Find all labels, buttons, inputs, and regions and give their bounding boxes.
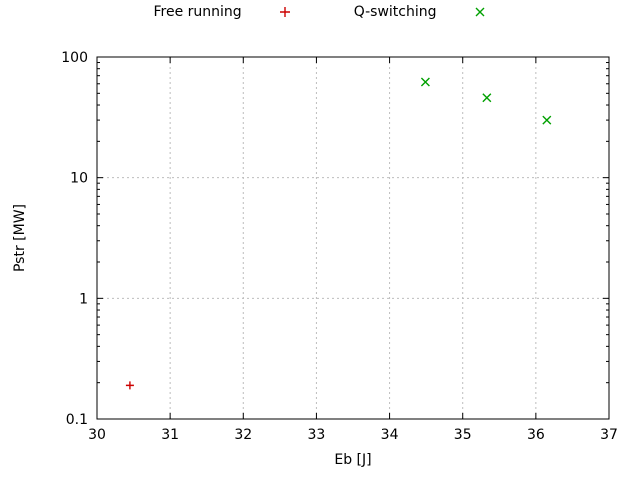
plus-marker-icon: [279, 7, 290, 17]
x-tick-label: 31: [161, 427, 179, 443]
data-point: [482, 93, 492, 103]
legend-item-q-switching: Q-switching: [354, 4, 487, 20]
x-tick-label: 33: [308, 427, 326, 443]
x-tick-label: 36: [527, 427, 545, 443]
series-0: [125, 381, 134, 390]
data-point: [420, 77, 430, 87]
series-1: [420, 77, 552, 125]
x-axis-title: Eb [J]: [334, 452, 372, 468]
x-tick-label: 37: [600, 427, 618, 443]
legend: Free running Q-switching: [0, 4, 640, 20]
cross-marker-icon: [475, 7, 484, 17]
y-tick-label: 10: [70, 171, 88, 187]
y-axis-title: Pstr [MW]: [12, 203, 28, 273]
legend-label-q-switching: Q-switching: [353, 4, 437, 20]
y-tick-label: 0.1: [66, 412, 88, 428]
data-point: [125, 381, 134, 390]
legend-label-free-running: Free running: [153, 4, 242, 20]
data-point: [542, 115, 552, 125]
tick-labels: 30 31 32 33 34 35 36 37 0.1 1 10 100: [61, 50, 618, 443]
gridlines: [97, 57, 609, 419]
x-tick-label: 35: [454, 427, 472, 443]
y-tick-label: 100: [61, 50, 88, 66]
plot-border: [96, 56, 610, 420]
x-tick-label: 34: [381, 427, 399, 443]
x-tick-label: 32: [234, 427, 252, 443]
x-tick-label: 30: [88, 427, 106, 443]
y-tick-label: 1: [79, 291, 88, 307]
axis-ticks: [96, 56, 610, 420]
legend-item-free-running: Free running: [154, 4, 292, 20]
